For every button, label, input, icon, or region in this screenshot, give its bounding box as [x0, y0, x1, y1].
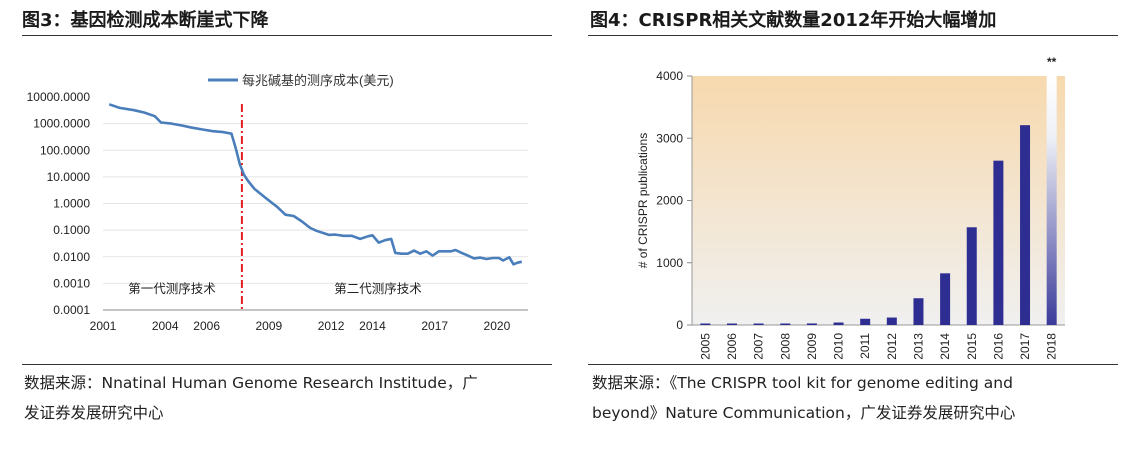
bar-2013 — [913, 298, 924, 325]
x-tick-label: 2020 — [484, 319, 511, 333]
x-tick-label: 2017 — [1018, 333, 1032, 360]
y-tick-label: 2000 — [656, 194, 683, 208]
legend-label: 每兆碱基的测序成本(美元) — [242, 73, 394, 88]
bar-2018 — [1046, 76, 1057, 325]
x-tick-label: 2006 — [193, 319, 220, 333]
x-tick-label: 2009 — [805, 333, 819, 360]
y-tick-label: 0 — [676, 318, 683, 332]
x-tick-label: 2008 — [778, 333, 792, 360]
left-chart-title: 图3：基因检测成本断崖式下降 — [22, 10, 269, 31]
x-tick-label: 2012 — [885, 333, 899, 360]
x-tick-label: 2014 — [938, 333, 952, 360]
y-tick-label: 0.0100 — [53, 250, 90, 264]
x-tick-label: 2001 — [90, 319, 117, 333]
bar-2014 — [940, 273, 951, 325]
y-tick-label: 4000 — [656, 69, 683, 83]
bar-2009 — [806, 323, 817, 325]
x-tick-label: 2012 — [318, 319, 345, 333]
legend: 每兆碱基的测序成本(美元) — [208, 73, 394, 88]
bar-2005 — [700, 323, 711, 325]
y-tick-label: 0.0001 — [53, 303, 90, 317]
x-tick-label: 2009 — [256, 319, 283, 333]
right-chart-title: 图4：CRISPR相关文献数量2012年开始大幅增加 — [590, 10, 997, 31]
x-tick-label: 2011 — [858, 333, 872, 359]
x-tick-label: 2005 — [698, 333, 712, 360]
bar-2012 — [886, 317, 897, 325]
right-source-rule — [588, 364, 1118, 365]
y-tick-label: 1.0000 — [53, 197, 90, 211]
crispr-publications-bar-chart: 0 1000 2000 3000 4000 2005 2006 2007 2008 2009 20… — [636, 55, 1065, 360]
bar-2015 — [966, 227, 977, 325]
y-tick-label: 3000 — [656, 131, 683, 145]
bar-2011 — [860, 318, 871, 325]
left-source: 数据来源：Nnatinal Human Genome Research Inst… — [24, 368, 478, 428]
x-tick-label: 2017 — [421, 319, 448, 333]
bar-2016 — [993, 160, 1004, 325]
x-tick-label: 2018 — [1045, 333, 1059, 360]
y-tick-label: 1000 — [656, 256, 683, 270]
left-source-rule — [22, 364, 552, 365]
x-tick-label: 2014 — [359, 319, 386, 333]
bar-2007 — [753, 323, 764, 325]
x-tick-label: 2007 — [752, 333, 766, 360]
cost-series-line — [108, 103, 523, 266]
x-tick-label: 2010 — [832, 333, 846, 360]
y-tick-label: 10000.0000 — [27, 90, 91, 104]
left-source-line2: 发证券发展研究中心 — [24, 404, 164, 422]
y-tick-label: 0.0010 — [53, 276, 90, 290]
plot-background — [692, 76, 1065, 325]
x-tick-label: 2004 — [152, 319, 179, 333]
x-tick-label: 2015 — [965, 333, 979, 360]
bar-2006 — [726, 323, 737, 325]
y-tick-label: 100.0000 — [40, 143, 90, 157]
bar-2017 — [1020, 125, 1031, 326]
right-source-line2: beyond》Nature Communication，广发证券发展研究中心 — [592, 404, 1016, 422]
bar-2010 — [833, 322, 844, 325]
left-source-line1: 数据来源：Nnatinal Human Genome Research Inst… — [24, 374, 478, 392]
region-label-second-gen: 第二代测序技术 — [334, 281, 422, 296]
bar-2008 — [780, 323, 791, 325]
x-tick-label: 2016 — [991, 333, 1005, 360]
sequencing-cost-line-chart: 10000.0000 1000.0000 100.0000 10.0000 1.0000… — [27, 73, 528, 333]
y-tick-label: 1000.0000 — [33, 117, 90, 131]
y-tick-label: 0.1000 — [53, 223, 90, 237]
right-title-rule — [588, 35, 1118, 36]
x-tick-label: 2006 — [725, 333, 739, 360]
region-label-first-gen: 第一代测序技术 — [128, 281, 216, 296]
y-tick-label: 10.0000 — [47, 170, 91, 184]
left-title-rule — [22, 35, 552, 36]
bar-annotation: ** — [1047, 55, 1057, 69]
right-source-line1: 数据来源：《The CRISPR tool kit for genome edi… — [592, 374, 1013, 392]
y-axis-label: # of CRISPR publications — [636, 133, 650, 268]
right-source: 数据来源：《The CRISPR tool kit for genome edi… — [592, 368, 1015, 428]
x-tick-label: 2013 — [911, 333, 925, 360]
